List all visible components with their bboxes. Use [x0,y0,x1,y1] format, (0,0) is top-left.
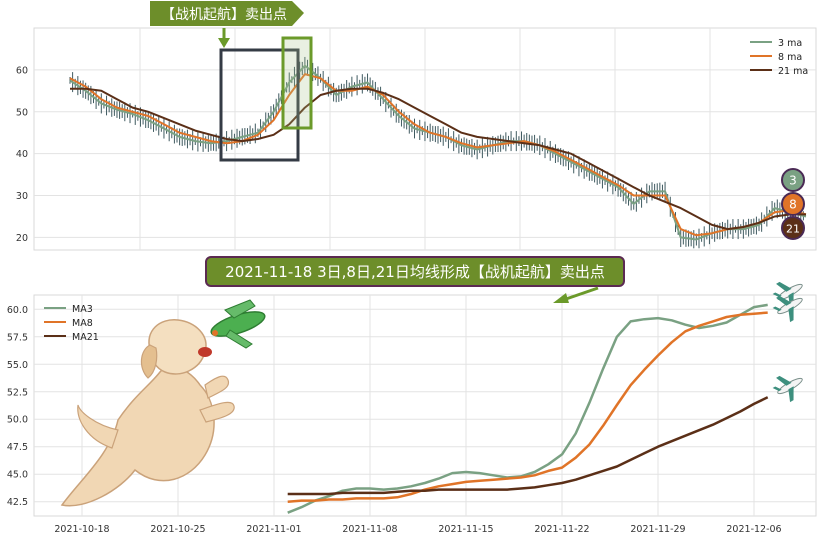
badge-21-label: 21 [786,223,800,236]
bottom-y-tick-label: 57.5 [7,332,28,343]
top-y-tick-label: 50 [16,107,28,118]
badge-3 [781,168,805,192]
airplane-icon-3 [772,375,803,403]
ma-badges: 3 8 21 [781,168,805,240]
pointer-arrow-icon [553,286,599,303]
top-y-tick-label: 40 [16,149,28,160]
airplane-icon-1 [772,281,803,309]
legend-label-ma8: MA8 [72,318,93,329]
top-legend: 3 ma 8 ma 21 ma [750,38,808,77]
top-banner-text: 【战机起航】卖出点 [161,7,287,23]
badge-3-label: 3 [789,174,797,188]
top-y-tick-label: 30 [16,191,28,202]
bottom-panel: 42.5 45.0 47.5 50.0 52.5 55.0 57.5 60.0 2021-10… [7,281,817,535]
badge-21 [781,216,805,240]
bottom-y-tick-label: 47.5 [7,442,28,453]
bottom-x-tick-label: 2021-11-01 [246,524,301,535]
top-y-tick-labels: 20 30 40 50 60 [16,65,28,244]
bottom-x-tick-label: 2021-11-08 [342,524,397,535]
top-y-tick-label: 20 [16,233,28,244]
highlight-box-dark [219,48,300,162]
legend-label-21ma: 21 ma [778,66,808,77]
bottom-y-tick-label: 42.5 [7,497,28,508]
dog-paw-lower [199,401,235,423]
dog-body [60,366,215,507]
down-arrow-icon [218,28,230,48]
dog-tail [77,404,119,449]
bottom-banner-shape [205,256,625,287]
bottom-x-tick-label: 2021-10-25 [150,524,205,535]
bottom-banner-text: 2021-11-18 3日,8日,21日均线形成【战机起航】卖出点 [225,263,605,281]
top-ma-lines [69,64,807,241]
top-panel: 20 30 40 50 60 3 ma 8 ma 21 ma 3 8 21 [16,27,817,251]
top-series-line-21-ma [70,87,806,231]
bottom-y-tick-label: 55.0 [7,360,28,371]
top-banner: 【战机起航】卖出点 [150,1,304,26]
bottom-y-tick-label: 52.5 [7,387,28,398]
dog-mouth [198,347,212,357]
dog-ear [140,344,158,379]
bottom-ma-lines [287,303,769,514]
dog-paw-upper [204,375,230,399]
top-banner-shape [150,1,304,26]
airplane-icon-2 [772,295,803,323]
legend-label-8ma: 8 ma [778,52,802,63]
badge-8 [781,192,805,216]
bottom-series-line-MA21 [287,396,769,496]
top-y-tick-label: 60 [16,65,28,76]
bottom-series-line-MA3 [287,303,768,514]
bottom-banner: 2021-11-18 3日,8日,21日均线形成【战机起航】卖出点 [205,256,625,287]
dog-head [148,319,207,375]
bottom-y-tick-label: 60.0 [7,305,28,316]
bottom-series-line-MA8 [287,311,768,503]
bottom-x-tick-label: 2021-11-15 [438,524,493,535]
legend-label-ma21: MA21 [72,332,99,343]
bottom-y-tick-label: 45.0 [7,470,28,481]
top-series-line-8-ma [69,73,807,237]
bottom-x-tick-label: 2021-11-29 [630,524,685,535]
bottom-x-tick-label: 2021-12-06 [726,524,781,535]
bottom-x-tick-label: 2021-11-22 [534,524,589,535]
badge-8-label: 8 [789,198,797,212]
bottom-x-tick-label: 2021-10-18 [54,524,109,535]
bottom-legend: MA3 MA8 MA21 [44,304,99,343]
bottom-y-tick-label: 50.0 [7,415,28,426]
bottom-y-tick-labels: 42.5 45.0 47.5 50.0 52.5 55.0 57.5 60.0 [7,305,28,508]
bottom-x-tick-labels: 2021-10-18 2021-10-25 2021-11-01 2021-11-08… [54,524,781,535]
green-plane-icon [210,299,266,349]
highlight-box-green [281,36,313,130]
legend-label-ma3: MA3 [72,304,93,315]
dog-illustration [60,319,235,507]
legend-label-3ma: 3 ma [778,38,802,49]
